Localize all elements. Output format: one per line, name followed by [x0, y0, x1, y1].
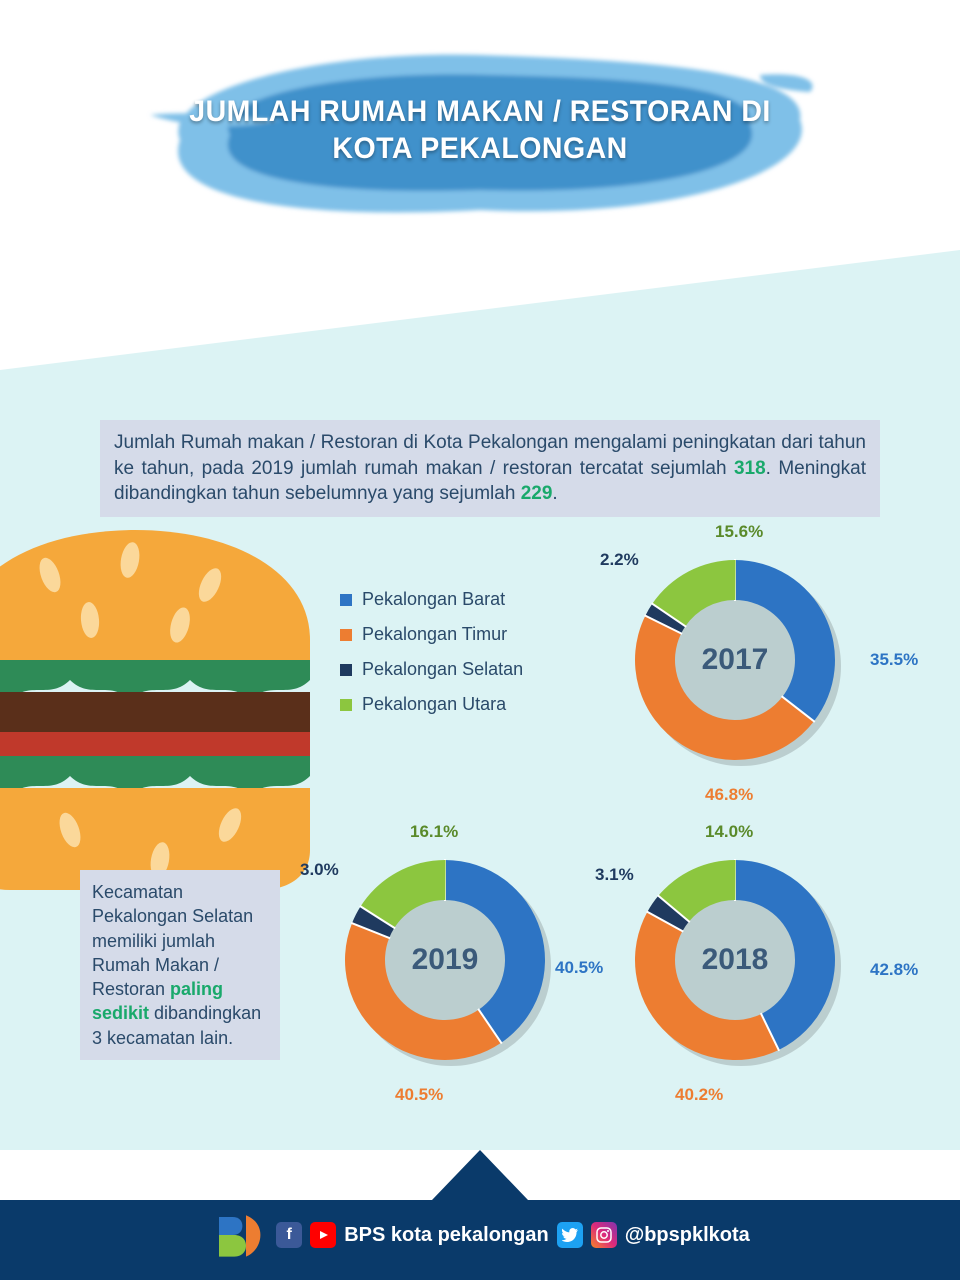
donut-year-label: 2017 [605, 530, 865, 790]
legend-item: Pekalongan Selatan [340, 659, 523, 680]
donut-pct-label: 15.6% [715, 522, 763, 542]
donut-pct-label: 40.5% [395, 1085, 443, 1105]
footer-bar: f BPS kota pekalongan @bpspklkota [0, 1150, 960, 1280]
footer-org-text: BPS kota pekalongan [344, 1224, 549, 1247]
youtube-icon [310, 1222, 336, 1248]
donut-pct-label: 2.2% [600, 550, 639, 570]
footer-handle-text: @bpspklkota [625, 1224, 750, 1247]
legend-label: Pekalongan Selatan [362, 659, 523, 680]
legend-swatch [340, 664, 352, 676]
donut-pct-label: 3.0% [300, 860, 339, 880]
legend-swatch [340, 699, 352, 711]
donut-year-label: 2019 [315, 830, 575, 1090]
donut-chart-2017: 201735.5%46.8%2.2%15.6% [605, 530, 865, 790]
donut-pct-label: 35.5% [870, 650, 918, 670]
donut-pct-label: 40.5% [555, 958, 603, 978]
side-note-box: Kecamatan Pekalongan Selatan memiliki ju… [80, 870, 280, 1060]
twitter-icon [557, 1222, 583, 1248]
chart-legend: Pekalongan Barat Pekalongan Timur Pekalong… [340, 575, 523, 729]
donut-chart-2019: 201940.5%40.5%3.0%16.1% [315, 830, 575, 1090]
donut-pct-label: 16.1% [410, 822, 458, 842]
donut-chart-2018: 201842.8%40.2%3.1%14.0% [605, 830, 865, 1090]
burger-illustration [0, 530, 310, 890]
legend-label: Pekalongan Utara [362, 694, 506, 715]
donut-pct-label: 42.8% [870, 960, 918, 980]
facebook-icon: f [276, 1222, 302, 1248]
legend-swatch [340, 629, 352, 641]
donut-pct-label: 40.2% [675, 1085, 723, 1105]
legend-item: Pekalongan Utara [340, 694, 523, 715]
bps-logo-icon [210, 1208, 264, 1262]
donut-pct-label: 14.0% [705, 822, 753, 842]
title-banner: JUMLAH RUMAH MAKAN / RESTORAN DI KOTA PE… [120, 20, 840, 240]
instagram-icon [591, 1222, 617, 1248]
page-title: JUMLAH RUMAH MAKAN / RESTORAN DI KOTA PE… [189, 93, 771, 168]
donut-year-label: 2018 [605, 830, 865, 1090]
legend-label: Pekalongan Timur [362, 624, 507, 645]
donut-pct-label: 46.8% [705, 785, 753, 805]
legend-label: Pekalongan Barat [362, 589, 505, 610]
legend-swatch [340, 594, 352, 606]
legend-item: Pekalongan Barat [340, 589, 523, 610]
donut-pct-label: 3.1% [595, 865, 634, 885]
intro-text-box: Jumlah Rumah makan / Restoran di Kota Pe… [100, 420, 880, 517]
legend-item: Pekalongan Timur [340, 624, 523, 645]
